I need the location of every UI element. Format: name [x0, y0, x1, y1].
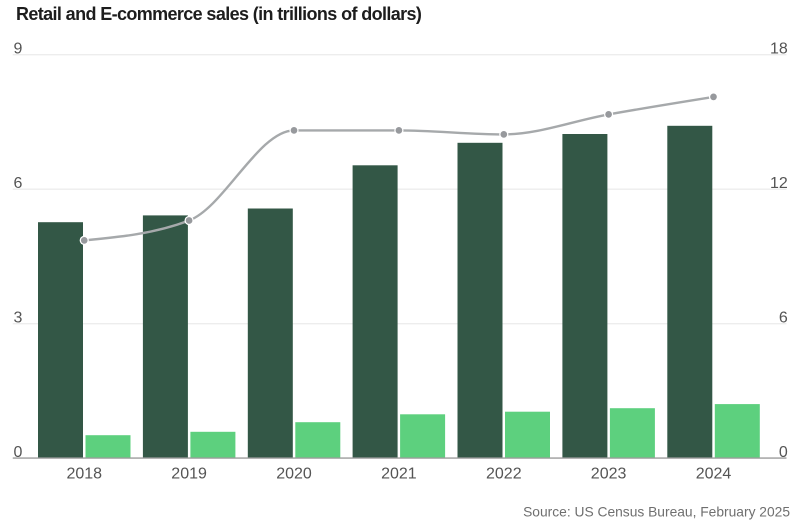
svg-text:3: 3	[13, 309, 22, 326]
svg-text:12: 12	[770, 175, 788, 192]
svg-text:18: 18	[770, 40, 788, 57]
svg-text:0: 0	[13, 444, 22, 461]
svg-text:2023: 2023	[591, 466, 627, 483]
svg-text:2021: 2021	[381, 466, 417, 483]
svg-text:2018: 2018	[66, 466, 102, 483]
svg-text:2022: 2022	[486, 466, 522, 483]
svg-text:6: 6	[13, 175, 22, 192]
svg-text:2020: 2020	[276, 466, 312, 483]
svg-text:2019: 2019	[171, 466, 207, 483]
svg-text:Retail and E-commerce sales (i: Retail and E-commerce sales (in trillion…	[16, 4, 422, 24]
svg-text:9: 9	[13, 40, 22, 57]
svg-text:0: 0	[779, 444, 788, 461]
svg-text:2024: 2024	[696, 466, 732, 483]
svg-text:6: 6	[779, 309, 788, 326]
svg-text:Source: US Census Bureau, Febr: Source: US Census Bureau, February 2025	[523, 505, 790, 520]
